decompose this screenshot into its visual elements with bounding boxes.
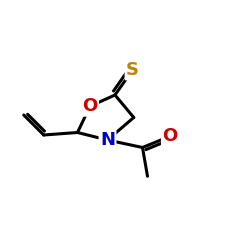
Text: O: O: [162, 127, 178, 145]
Text: S: S: [126, 61, 139, 79]
Text: O: O: [82, 97, 98, 115]
Text: N: N: [100, 131, 115, 149]
